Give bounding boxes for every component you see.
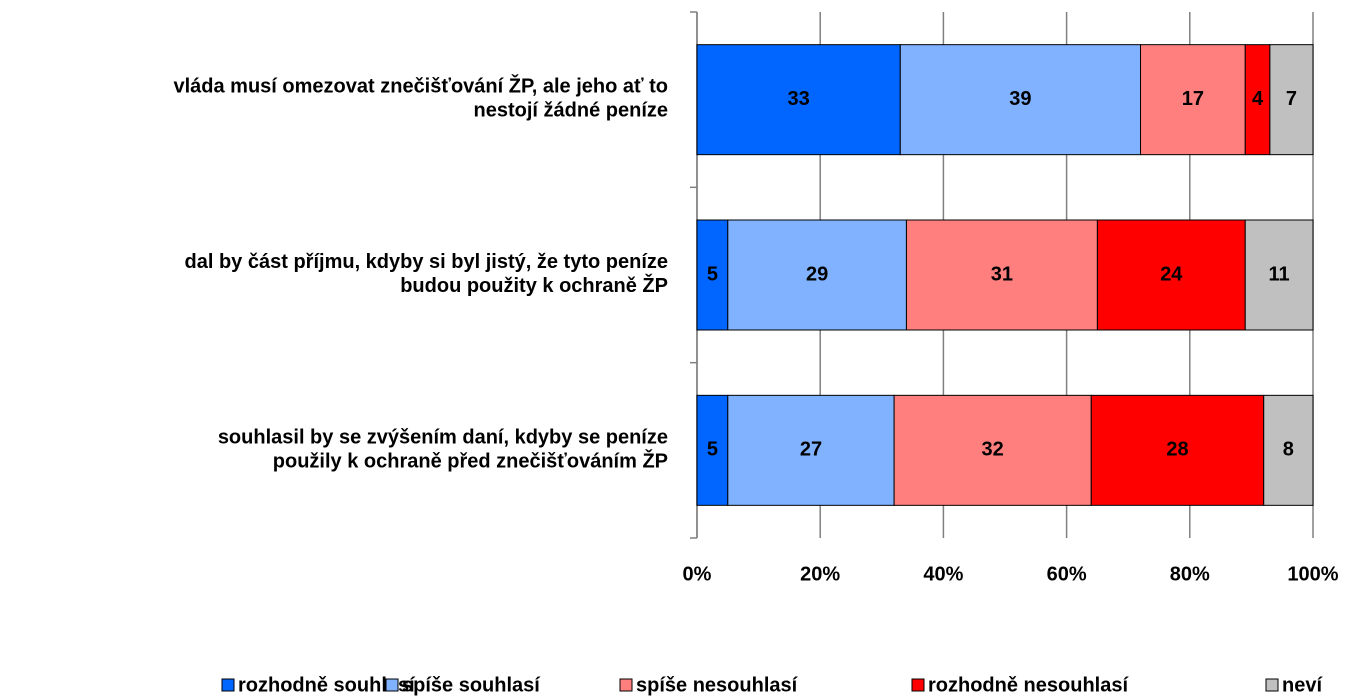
legend-swatch	[221, 678, 235, 692]
legend-swatch	[911, 678, 925, 692]
legend-label: spíše souhlasí	[402, 674, 541, 696]
data-label: 7	[1286, 88, 1297, 110]
data-label: 28	[1166, 439, 1188, 461]
bar-segment	[1269, 44, 1314, 156]
legend-swatch	[619, 678, 633, 692]
bar-segment	[727, 219, 907, 331]
category-label-line: nestojí žádné peníze	[474, 100, 668, 122]
category-label-line: použily k ochraně před znečišťováním ŽP	[273, 449, 668, 473]
bar-segment	[1263, 394, 1314, 506]
bar-segment	[696, 44, 901, 156]
category-label-line: vláda musí omezovat znečišťování ŽP, ale…	[173, 74, 668, 98]
bar-segment	[1244, 44, 1271, 156]
bar-segment	[1140, 44, 1246, 156]
bar-segment	[1244, 219, 1314, 331]
category-label-line: dal by část příjmu, kdyby si byl jistý, …	[185, 251, 668, 273]
category-label: vláda musí omezovat znečišťování ŽP, ale…	[173, 74, 668, 122]
x-tick-label: 40%	[923, 563, 963, 585]
legend-swatch	[1265, 678, 1279, 692]
category-label: souhlasil by se zvýšením daní, kdyby se …	[218, 427, 668, 473]
bar-segment	[696, 394, 729, 506]
x-tick-label: 0%	[683, 563, 712, 585]
data-label: 17	[1182, 88, 1204, 110]
legend-label: rozhodně souhlasí	[238, 674, 416, 696]
data-label: 33	[788, 88, 810, 110]
x-tick-label: 100%	[1287, 563, 1338, 585]
category-label: dal by část příjmu, kdyby si byl jistý, …	[185, 251, 668, 297]
legend-label: neví	[1282, 674, 1323, 696]
data-label: 32	[982, 439, 1004, 461]
bar-segment	[893, 394, 1092, 506]
x-tick-label: 60%	[1047, 563, 1087, 585]
category-label-line: budou použity k ochraně ŽP	[400, 273, 668, 297]
data-label: 39	[1009, 88, 1031, 110]
data-label: 29	[806, 263, 828, 285]
bar-segment	[1096, 219, 1246, 331]
data-label: 4	[1252, 88, 1264, 110]
legend-label: rozhodně nesouhlasí	[928, 674, 1129, 696]
bar-segment	[1090, 394, 1265, 506]
data-label: 5	[707, 263, 718, 285]
data-label: 11	[1269, 263, 1290, 285]
data-label: 31	[991, 263, 1013, 285]
bar-segment	[727, 394, 895, 506]
x-tick-label: 20%	[800, 563, 840, 585]
data-label: 27	[800, 439, 822, 461]
bar-segment	[696, 219, 729, 331]
category-label-line: souhlasil by se zvýšením daní, kdyby se …	[218, 427, 668, 449]
bar-segment	[899, 44, 1142, 156]
x-tick-label: 80%	[1170, 563, 1210, 585]
data-label: 5	[707, 439, 718, 461]
legend-label: spíše nesouhlasí	[636, 674, 799, 696]
data-label: 8	[1283, 439, 1294, 461]
data-label: 24	[1160, 263, 1183, 285]
legend-swatch	[385, 678, 399, 692]
